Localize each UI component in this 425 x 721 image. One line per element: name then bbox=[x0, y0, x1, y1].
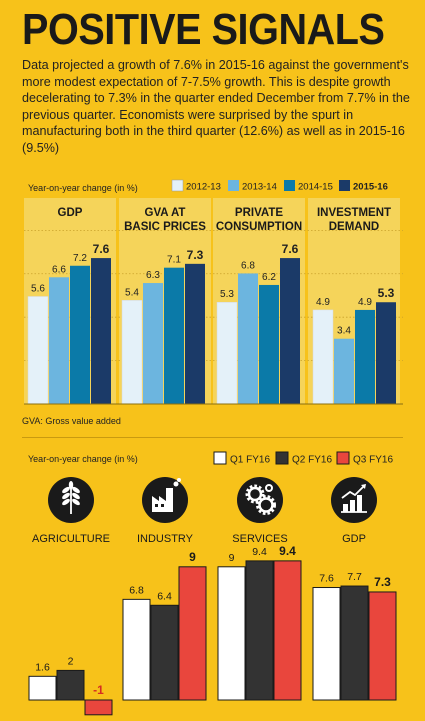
chart2-legend-label: Q1 FY16 bbox=[230, 455, 270, 466]
wheat-icon bbox=[48, 477, 94, 523]
chart2-value-label: 6.4 bbox=[157, 590, 172, 602]
rising-bar-chart-icon bbox=[331, 477, 377, 523]
chart1-category-label: GVA AT BASIC PRICES bbox=[124, 207, 206, 233]
chart1-value-label: 6.2 bbox=[262, 272, 276, 283]
chart2-value-label: 9 bbox=[189, 550, 196, 564]
chart1-bar bbox=[27, 296, 49, 405]
chart1-value-label: 5.6 bbox=[31, 283, 45, 294]
annual-growth-chart: GDP GVA AT BASIC PRICES PRIVATE CONSUMPTION I… bbox=[22, 179, 403, 426]
chart2-bar bbox=[368, 591, 397, 701]
chart2-bar bbox=[217, 566, 246, 701]
chart1-footnote: GVA: Gross value added bbox=[22, 416, 121, 426]
chart1-bar bbox=[312, 309, 334, 405]
page-title: POSITIVE SIGNALS bbox=[22, 5, 385, 54]
chart2-legend-swatch bbox=[336, 451, 350, 465]
chart2-category-label: SERVICES bbox=[232, 533, 287, 545]
chart1-bar bbox=[355, 309, 375, 404]
chart1-value-label: 7.6 bbox=[282, 242, 299, 256]
quarterly-sector-chart: Year-on-year change (in %) Q1 FY16 Q2 FY1… bbox=[28, 451, 397, 716]
chart2-legend-swatch bbox=[213, 451, 227, 465]
chart2-legend-swatch bbox=[275, 451, 289, 465]
chart2-value-label: 7.7 bbox=[347, 571, 362, 583]
chart1-value-label: 7.2 bbox=[73, 253, 87, 264]
chart1-value-label: 7.6 bbox=[93, 242, 110, 256]
chart2-bar bbox=[312, 587, 341, 701]
chart2-bar bbox=[150, 604, 179, 701]
chart1-y-axis-label: Year-on-year change (in %) bbox=[28, 183, 138, 193]
chart2-value-label: -1 bbox=[93, 683, 104, 697]
chart1-bar bbox=[91, 258, 111, 404]
chart1-category-label: PRIVATE CONSUMPTION bbox=[216, 207, 302, 233]
chart2-bar bbox=[340, 585, 369, 701]
chart2-value-label: 2 bbox=[68, 655, 74, 667]
chart1-value-label: 5.3 bbox=[220, 289, 234, 300]
chart1-legend-swatch bbox=[171, 179, 184, 192]
chart1-bar bbox=[121, 300, 143, 405]
chart2-value-label: 6.8 bbox=[129, 584, 144, 596]
chart1-legend-label: 2012-13 bbox=[186, 182, 221, 193]
chart1-legend-label: 2015-16 bbox=[353, 182, 388, 193]
chart1-bar bbox=[185, 263, 205, 404]
chart1-value-label: 5.3 bbox=[378, 286, 395, 300]
chart1-bar bbox=[143, 283, 163, 404]
chart2-bar bbox=[178, 566, 207, 701]
chart1-value-label: 6.8 bbox=[241, 260, 255, 271]
chart1-value-label: 4.9 bbox=[316, 297, 330, 308]
chart2-value-label: 9.4 bbox=[252, 546, 267, 558]
factory-icon bbox=[142, 477, 188, 523]
chart2-category-label: AGRICULTURE bbox=[32, 533, 110, 545]
gears-icon bbox=[237, 477, 283, 523]
chart2-bar bbox=[28, 675, 57, 701]
chart1-bar bbox=[238, 273, 258, 404]
chart2-bar bbox=[84, 699, 113, 716]
chart2-bar bbox=[245, 560, 274, 701]
chart1-legend-label: 2014-15 bbox=[298, 182, 333, 193]
chart1-legend-swatch bbox=[228, 180, 239, 191]
chart1-value-label: 6.6 bbox=[52, 264, 66, 275]
chart2-bar bbox=[56, 669, 85, 701]
chart1-legend-label: 2013-14 bbox=[242, 182, 277, 193]
chart2-value-label: 9.4 bbox=[279, 544, 296, 558]
chart1-value-label: 4.9 bbox=[358, 297, 372, 308]
chart2-y-axis-label: Year-on-year change (in %) bbox=[28, 454, 138, 464]
chart1-category-label: GDP bbox=[58, 207, 83, 219]
chart1-value-label: 7.3 bbox=[187, 248, 204, 262]
chart1-bar bbox=[70, 265, 90, 404]
chart1-value-label: 7.1 bbox=[167, 255, 181, 266]
chart1-bar bbox=[164, 267, 184, 404]
chart1-bar bbox=[216, 301, 238, 405]
chart1-value-label: 3.4 bbox=[337, 326, 351, 337]
chart2-value-label: 9 bbox=[229, 552, 235, 564]
chart2-value-label: 1.6 bbox=[35, 661, 50, 673]
chart1-category-label: INVESTMENT DEMAND bbox=[317, 207, 391, 233]
chart1-value-label: 5.4 bbox=[125, 287, 139, 298]
chart1-value-label: 6.3 bbox=[146, 270, 160, 281]
chart1-bar bbox=[334, 338, 354, 404]
chart2-legend-label: Q2 FY16 bbox=[292, 455, 332, 466]
section-divider bbox=[22, 437, 403, 438]
chart2-legend-label: Q3 FY16 bbox=[353, 455, 393, 466]
chart1-legend-swatch bbox=[284, 180, 295, 191]
chart2-bar bbox=[273, 560, 302, 701]
chart1-bar bbox=[376, 302, 396, 404]
chart2-value-label: 7.3 bbox=[374, 575, 391, 589]
chart2-category-label: GDP bbox=[342, 533, 366, 545]
chart1-bar bbox=[280, 258, 300, 404]
chart2-category-label: INDUSTRY bbox=[137, 533, 194, 545]
chart1-bar bbox=[49, 277, 69, 404]
chart1-legend-swatch bbox=[339, 180, 350, 191]
intro-paragraph: Data projected a growth of 7.6% in 2015-… bbox=[22, 58, 410, 155]
chart2-value-label: 7.6 bbox=[319, 573, 334, 585]
chart1-bar bbox=[259, 284, 279, 404]
chart2-bar bbox=[122, 598, 151, 701]
